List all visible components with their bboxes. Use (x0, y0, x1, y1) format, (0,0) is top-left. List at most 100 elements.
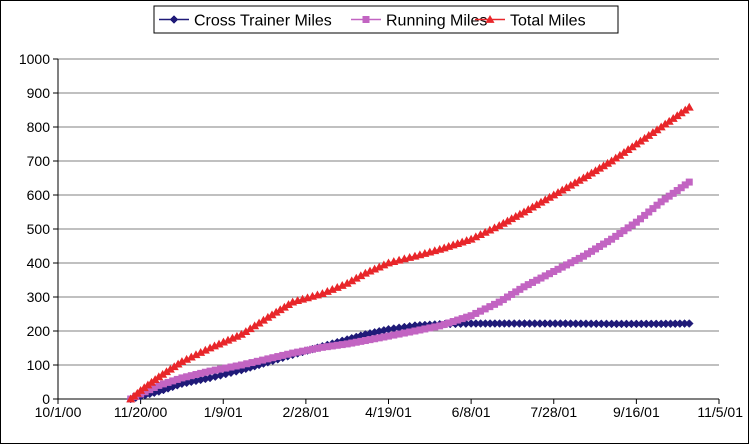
running-marker (253, 357, 261, 365)
running-marker (395, 330, 403, 338)
total-series (126, 102, 694, 403)
total-marker (370, 264, 380, 273)
running-marker (681, 181, 689, 189)
x-tick-label: 9/16/01 (613, 404, 660, 420)
total-line (130, 106, 690, 400)
total-marker (267, 310, 277, 319)
cross-trainer-marker (684, 319, 694, 328)
running-marker (541, 272, 549, 280)
total-marker (279, 302, 289, 311)
running-marker (562, 261, 570, 269)
total-marker (360, 268, 370, 277)
total-marker (553, 188, 563, 196)
total-marker (515, 209, 525, 218)
running-marker (637, 215, 645, 223)
total-marker (165, 364, 175, 373)
total-marker (574, 175, 584, 184)
total-marker (636, 136, 646, 145)
total-marker (627, 142, 637, 151)
total-marker (672, 111, 682, 120)
running-marker (211, 366, 219, 374)
running-marker (328, 342, 336, 350)
running-marker (612, 232, 620, 240)
y-tick-label: 100 (27, 357, 51, 373)
total-marker (327, 285, 337, 293)
running-marker (380, 333, 388, 341)
total-marker (466, 234, 476, 243)
running-marker (248, 359, 256, 367)
running-marker (685, 178, 693, 186)
total-marker (587, 168, 597, 177)
running-marker (416, 326, 424, 334)
running-marker (512, 288, 520, 296)
running-marker (294, 348, 302, 356)
running-marker (222, 364, 230, 372)
total-marker (498, 218, 508, 227)
running-marker (243, 360, 251, 368)
running-marker (467, 312, 475, 320)
running-marker (476, 307, 484, 315)
running-marker (289, 349, 297, 357)
running-marker (411, 327, 419, 335)
running-line (130, 181, 690, 400)
axes (53, 58, 720, 404)
running-marker (192, 371, 200, 379)
total-marker (502, 216, 512, 225)
y-tick-label: 300 (27, 289, 51, 305)
total-marker (177, 357, 187, 365)
y-tick-label: 1000 (19, 51, 50, 67)
running-marker (304, 346, 312, 354)
running-marker (299, 347, 307, 355)
running-marker (343, 340, 351, 348)
running-marker (454, 316, 462, 324)
running-marker (588, 247, 596, 255)
running-marker (677, 184, 685, 192)
total-marker (365, 266, 375, 275)
total-marker (191, 350, 201, 359)
running-marker (323, 343, 331, 351)
y-tick-label: 700 (27, 153, 51, 169)
running-marker (206, 367, 214, 375)
total-marker (536, 197, 546, 206)
total-marker (611, 153, 621, 162)
running-marker (584, 250, 592, 258)
total-marker (186, 352, 196, 361)
y-tick-label: 500 (27, 221, 51, 237)
legend-entry-total: Total Miles (475, 13, 586, 30)
y-axis-tick-labels: 0 100 200 300 400 500 600 700 800 900 1000 (19, 51, 50, 407)
running-marker (400, 329, 408, 337)
total-marker (485, 225, 495, 234)
y-tick-label: 0 (42, 391, 50, 407)
legend-triangle-marker (485, 15, 495, 23)
running-marker (554, 265, 562, 273)
total-marker (507, 214, 517, 223)
running-marker (137, 390, 145, 398)
running-marker (516, 285, 524, 293)
running-marker (375, 334, 383, 342)
running-marker (352, 338, 360, 346)
legend-label-cross-trainer: Cross Trainer Miles (194, 13, 332, 30)
running-marker (600, 240, 608, 248)
running-marker (579, 252, 587, 260)
running-marker (169, 377, 177, 385)
running-marker (486, 303, 494, 311)
running-marker (385, 332, 392, 340)
running-marker (361, 337, 369, 345)
running-marker (197, 369, 205, 377)
running-marker (632, 218, 640, 226)
total-marker (583, 171, 593, 179)
total-marker (275, 305, 285, 314)
total-marker (631, 139, 641, 148)
running-marker (661, 195, 669, 203)
total-marker (332, 282, 342, 291)
total-marker (245, 324, 255, 333)
running-marker (550, 268, 558, 275)
running-marker (665, 192, 673, 200)
total-marker (271, 307, 281, 316)
total-marker (528, 202, 538, 211)
legend-diamond-marker (169, 15, 179, 24)
total-marker (549, 190, 559, 199)
running-marker (150, 384, 158, 392)
